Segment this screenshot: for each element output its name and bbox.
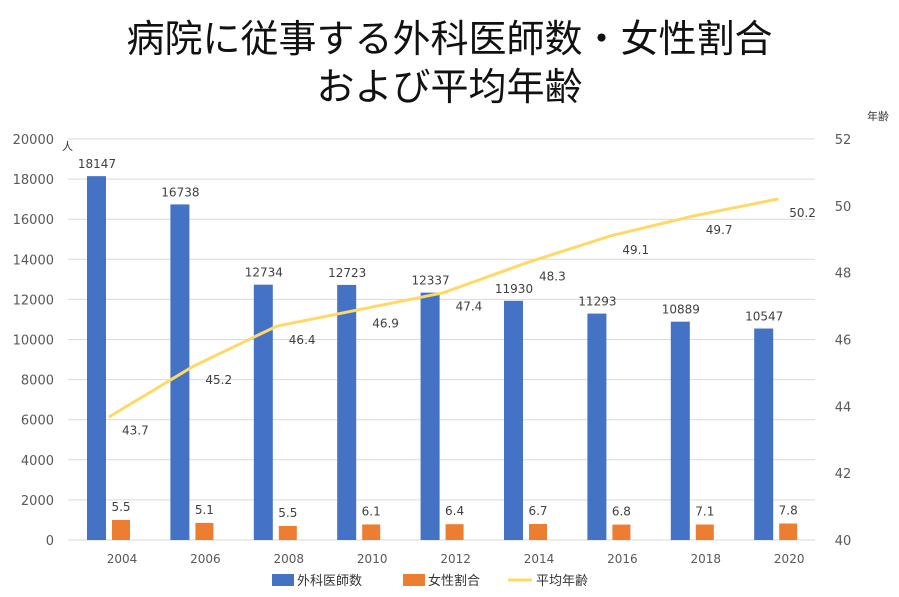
left-tick-label: 18000 [13,173,54,188]
legend-swatch-female-ratio [403,574,425,586]
data-label-average-age: 48.3 [539,270,566,284]
bar-female-ratio [445,524,464,540]
data-label-female-ratio: 6.4 [445,504,464,518]
right-tick-label: 48 [835,267,852,282]
x-tick-label: 2010 [357,552,388,566]
left-tick-label: 12000 [13,293,54,308]
left-tick-label: 16000 [13,213,54,228]
point-average-age [275,324,279,328]
bar-female-ratio [695,524,714,540]
x-tick-label: 2020 [774,552,805,566]
point-average-age [358,307,362,311]
bar-surgeons [253,284,273,540]
left-tick-label: 10000 [13,334,54,349]
data-label-surgeons: 12337 [412,274,450,288]
data-label-average-age: 47.4 [456,300,483,314]
right-tick-label: 50 [835,200,852,215]
data-label-female-ratio: 7.8 [779,504,798,518]
point-average-age [525,261,529,265]
data-label-female-ratio: 6.1 [362,504,381,518]
data-label-surgeons: 11293 [578,295,616,309]
chart-title-line-1: 病院に従事する外科医師数・女性割合 [126,17,773,61]
bar-surgeons [337,284,357,540]
right-tick-label: 52 [835,133,852,148]
x-tick-label: 2018 [691,552,722,566]
point-average-age [108,414,112,418]
bar-surgeons [754,328,774,540]
bar-surgeons [587,313,607,540]
data-label-average-age: 49.1 [622,243,649,257]
left-axis-unit: 人 [62,140,73,153]
right-tick-label: 42 [835,467,852,482]
data-label-female-ratio: 6.8 [612,505,631,519]
point-average-age [692,214,696,218]
x-tick-label: 2004 [107,552,138,566]
bar-surgeons [170,204,190,540]
bar-female-ratio [278,525,297,540]
data-label-surgeons: 10889 [662,303,700,317]
left-tick-label: 14000 [13,253,54,268]
data-label-average-age: 43.7 [122,423,149,437]
point-average-age [191,364,195,368]
right-axis-unit: 年齢 [867,109,889,123]
legend-label-female-ratio: 女性割合 [428,573,480,589]
bar-female-ratio [362,524,381,540]
bar-female-ratio [195,522,214,540]
legend-label-surgeons: 外科医師数 [297,574,362,589]
x-tick-label: 2006 [190,552,221,566]
right-tick-label: 40 [835,534,852,549]
data-label-average-age: 50.2 [789,206,816,220]
left-tick-label: 8000 [21,374,54,389]
data-label-female-ratio: 5.1 [195,503,214,517]
data-label-female-ratio: 5.5 [111,500,130,514]
left-tick-label: 4000 [21,454,54,469]
data-label-female-ratio: 5.5 [278,506,297,520]
legend-swatch-surgeons [272,574,294,586]
bar-female-ratio [779,523,798,540]
data-label-surgeons: 18147 [78,157,116,171]
bar-surgeons [670,321,690,540]
bar-surgeons [504,300,523,540]
left-tick-label: 6000 [21,414,54,429]
data-label-surgeons: 16738 [161,185,199,199]
data-label-average-age: 46.9 [372,316,399,330]
data-label-surgeons: 10547 [745,310,783,324]
point-average-age [442,291,446,295]
data-label-surgeons: 11930 [495,282,533,296]
x-tick-label: 2016 [607,552,638,566]
chart-title-line-2: および平均年齢 [316,65,583,109]
bar-female-ratio [529,523,547,540]
x-tick-label: 2014 [524,552,555,566]
data-label-average-age: 45.2 [205,373,232,387]
left-tick-label: 20000 [13,133,54,148]
data-label-average-age: 49.7 [706,223,733,237]
bar-surgeons [420,292,440,540]
bar-female-ratio [112,519,130,540]
data-label-female-ratio: 7.1 [695,504,714,518]
data-label-surgeons: 12734 [245,266,283,280]
left-tick-label: 2000 [21,494,54,509]
bar-female-ratio [612,524,631,540]
x-tick-label: 2008 [274,552,305,566]
left-tick-label: 0 [46,534,54,549]
right-tick-label: 44 [835,400,852,415]
data-label-average-age: 46.4 [289,333,316,347]
point-average-age [608,234,612,238]
legend-label-average-age: 平均年齢 [536,574,588,589]
point-average-age [775,197,779,201]
data-label-female-ratio: 6.7 [528,504,547,518]
data-label-surgeons: 12723 [328,266,366,280]
bar-surgeons [87,176,106,540]
x-tick-label: 2012 [440,552,471,566]
right-tick-label: 46 [835,334,852,349]
